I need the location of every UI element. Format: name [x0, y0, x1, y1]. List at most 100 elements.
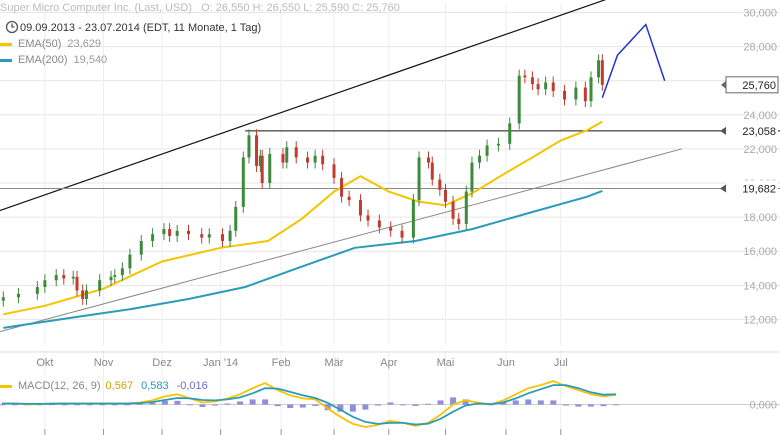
candle-body: [255, 135, 259, 166]
candle-body: [430, 162, 434, 180]
candle-body: [444, 189, 448, 202]
candle-body: [496, 143, 500, 146]
candle-body: [313, 155, 317, 163]
macd-histogram-bar: [562, 404, 569, 406]
x-tick-label: Dez: [152, 357, 172, 369]
legend-ema200: EMA(200) 19,540: [0, 54, 107, 66]
candle-body: [457, 218, 461, 224]
ohlc-values: O: 26,550 H: 26,550 L: 25,590 C: 25,760: [201, 2, 400, 14]
candle-body: [43, 280, 47, 288]
x-tick-label: Jul: [554, 357, 568, 369]
price-tag-label: 25,760: [742, 80, 776, 92]
y-tick-label: 16,000: [743, 246, 777, 258]
y-tick-label: 18,000: [743, 212, 777, 224]
candle-body: [485, 145, 489, 156]
macd-histogram-bar: [0, 404, 5, 406]
macd-histogram-bar: [550, 400, 557, 405]
macd-histogram-bar: [450, 397, 457, 405]
candle-body: [583, 87, 587, 102]
candle-body: [62, 275, 66, 279]
price-tag-background: [726, 122, 778, 139]
macd-histogram-bar: [500, 402, 507, 405]
macd-histogram-bar: [99, 404, 106, 406]
y-tick-label: 22,000: [743, 144, 777, 156]
candle-body: [241, 157, 245, 207]
y-tick-label: 24,000: [743, 110, 777, 122]
macd-value-1: 0,567: [105, 380, 134, 392]
price-tag-pointer: [720, 184, 726, 193]
instrument-name: Super Micro Computer Inc. (Last, USD): [0, 2, 192, 14]
macd-histogram-bar: [374, 404, 381, 406]
candle-body: [508, 123, 512, 144]
candle-body: [162, 229, 166, 235]
macd-histogram-bar: [425, 403, 432, 405]
ema200-label: EMA(200): [18, 54, 68, 66]
candle-body: [71, 276, 75, 279]
price-tag-background: [726, 180, 778, 197]
candle-body: [589, 77, 593, 102]
x-tick-label: Mär: [325, 357, 344, 369]
x-tick-label: Jan '14: [203, 357, 238, 369]
candle-body: [551, 82, 555, 91]
macd-histogram-bar: [224, 403, 231, 405]
macd-histogram-bar: [299, 404, 306, 408]
macd-histogram-bar: [575, 404, 582, 407]
price-tag-label: 19,682: [742, 183, 776, 195]
macd-histogram-bar: [525, 399, 532, 405]
date-range: 09.09.2013 - 23.07.2014 (EDT, 11 Monate,…: [20, 22, 262, 34]
macd-histogram-bar: [387, 402, 394, 405]
clock-icon: [5, 20, 19, 34]
candle-body: [98, 280, 102, 291]
x-tick-label: Apr: [380, 357, 397, 369]
candle-body: [1, 297, 5, 301]
candle-body: [470, 162, 474, 192]
candle-body: [258, 155, 262, 166]
y-tick-label: 28,000: [743, 42, 777, 54]
candle-body: [523, 75, 527, 78]
candle-body: [530, 77, 534, 85]
macd-histogram-bar: [537, 400, 544, 405]
candle-body: [366, 215, 370, 221]
macd-histogram-bar: [237, 401, 244, 405]
y-tick-label: 30,000: [743, 8, 777, 20]
candle-body: [139, 240, 143, 255]
candle-body: [120, 268, 124, 276]
candle-body: [234, 206, 238, 231]
macd-histogram-bar: [274, 404, 281, 407]
macd-histogram-bar: [61, 404, 68, 406]
ema200-value: 19,540: [73, 54, 108, 66]
x-tick-label: Feb: [272, 357, 291, 369]
candle-body: [260, 155, 264, 184]
candle-body: [417, 157, 421, 201]
macd-histogram-bar: [362, 404, 369, 410]
candle-body: [294, 147, 298, 158]
candle-body: [400, 230, 404, 238]
macd-histogram-bar: [600, 404, 607, 407]
candle-body: [426, 157, 430, 163]
candle-body: [168, 229, 172, 236]
macd-histogram-bar: [199, 404, 206, 407]
candle-body: [207, 234, 211, 238]
trendline-upper: [0, 0, 607, 212]
candle-body: [81, 290, 85, 299]
macd-histogram-bar: [512, 400, 519, 405]
candle-body: [151, 234, 155, 241]
macd-histogram-bar: [312, 404, 319, 406]
macd-value-3: -0,016: [176, 380, 208, 392]
macd-histogram-bar: [249, 399, 256, 405]
macd-signal-line: [2, 384, 617, 426]
macd-value-2: 0,583: [141, 380, 169, 392]
candle-body: [84, 290, 88, 299]
macd-histogram-bar: [587, 404, 594, 407]
ema50-swatch: [0, 42, 12, 46]
candle-body: [113, 275, 117, 277]
price-tag-label: 23,058: [742, 126, 776, 138]
candle-body: [281, 154, 285, 163]
candle-body: [389, 227, 393, 231]
x-tick-label: Jun: [497, 357, 515, 369]
candle-body: [200, 234, 204, 238]
legend-ema50: EMA(50) 23,629: [0, 38, 101, 50]
candle-body: [175, 230, 179, 236]
